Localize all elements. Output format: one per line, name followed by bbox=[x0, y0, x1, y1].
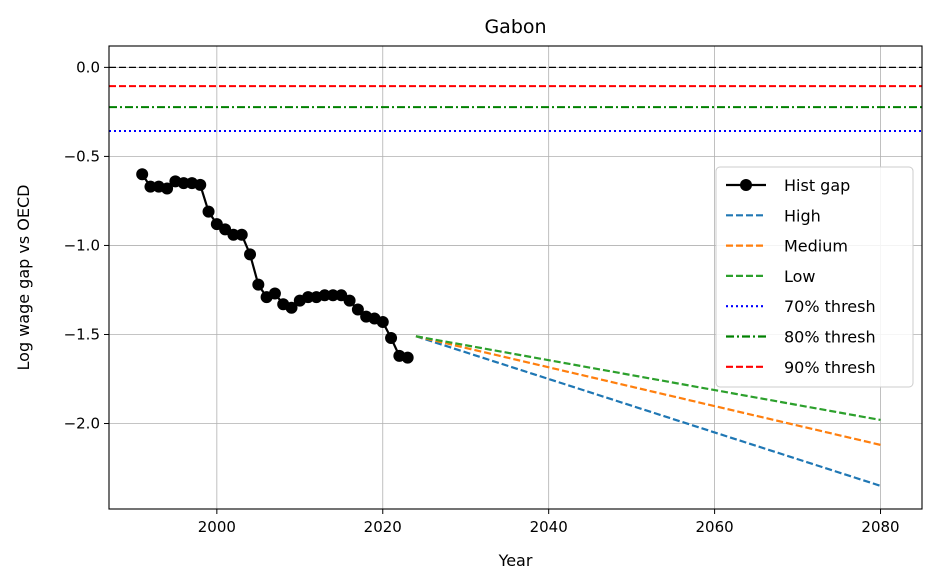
threshold-lines bbox=[109, 66, 922, 132]
ticks-layer: 2000 2020 2040 2060 2080 0.0 −0.5 −1.0 −1.5 −2.0 bbox=[64, 58, 900, 536]
y-axis-label: Log wage gap vs OECD bbox=[14, 185, 33, 371]
y-tick-label: −1.0 bbox=[64, 236, 100, 254]
data-point bbox=[385, 332, 398, 345]
x-tick-label: 2020 bbox=[364, 518, 402, 536]
legend: Hist gap High Medium Low 70% thresh 80% thres… bbox=[715, 166, 914, 388]
data-point bbox=[244, 248, 257, 261]
data-point bbox=[343, 294, 356, 307]
legend-label: High bbox=[784, 206, 821, 225]
y-tick-label: −2.0 bbox=[64, 415, 100, 433]
data-point bbox=[351, 303, 364, 316]
data-point bbox=[326, 289, 339, 302]
x-tick-label: 2080 bbox=[861, 518, 899, 536]
data-point bbox=[376, 316, 389, 329]
legend-label: 70% thresh bbox=[784, 297, 876, 316]
legend-label: 90% thresh bbox=[784, 358, 876, 377]
data-point bbox=[235, 228, 248, 241]
data-point bbox=[194, 178, 207, 191]
legend-label: Hist gap bbox=[784, 176, 850, 195]
series-line bbox=[415, 335, 881, 422]
x-tick-label: 2040 bbox=[530, 518, 568, 536]
chart-title: Gabon bbox=[484, 16, 546, 38]
legend-label: 80% thresh bbox=[784, 328, 876, 347]
data-point bbox=[318, 289, 331, 302]
series-line bbox=[141, 173, 408, 359]
y-tick-label: −1.5 bbox=[64, 325, 100, 343]
data-point bbox=[161, 182, 174, 195]
y-tick-label: 0.0 bbox=[76, 58, 100, 76]
legend-marker bbox=[740, 179, 752, 191]
x-axis-label: Year bbox=[498, 551, 533, 570]
x-tick-label: 2000 bbox=[198, 518, 236, 536]
data-point bbox=[177, 177, 190, 190]
plot-frame bbox=[108, 45, 923, 510]
x-tick-label: 2060 bbox=[696, 518, 734, 536]
legend-box bbox=[715, 166, 914, 388]
legend-label: Low bbox=[784, 267, 816, 286]
series-layer bbox=[136, 168, 881, 487]
data-point bbox=[302, 291, 315, 304]
data-point bbox=[401, 351, 414, 364]
legend-label: Medium bbox=[784, 237, 848, 256]
data-point bbox=[252, 278, 265, 291]
data-point bbox=[144, 180, 157, 193]
data-point bbox=[285, 301, 298, 314]
data-point bbox=[136, 168, 149, 181]
y-tick-label: −0.5 bbox=[64, 147, 100, 165]
series-line bbox=[415, 335, 881, 487]
data-point bbox=[202, 205, 215, 218]
data-point bbox=[227, 228, 240, 241]
data-point bbox=[268, 287, 281, 300]
